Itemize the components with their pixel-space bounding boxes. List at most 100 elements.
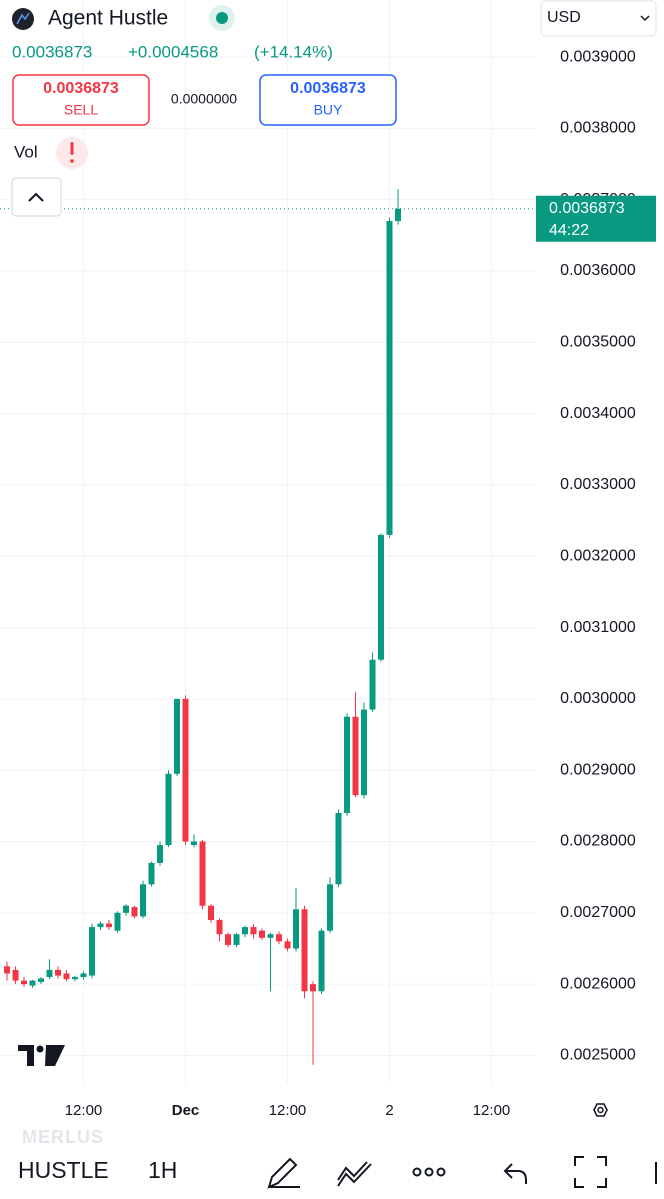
candle-body [352, 716, 359, 796]
indicators-tool[interactable] [337, 1161, 372, 1187]
candle-body [259, 930, 265, 938]
y-tick-label: 0.0029000 [560, 761, 636, 778]
y-tick-label: 0.0035000 [560, 334, 636, 351]
watermark: MERLUS [22, 1127, 104, 1147]
candle-body [72, 977, 78, 980]
candle-body [318, 930, 325, 992]
candle-body [97, 923, 104, 928]
candle-body [114, 912, 121, 931]
fullscreen[interactable] [574, 1156, 607, 1188]
y-tick-label: 0.0036000 [560, 262, 636, 279]
x-tick-label: 12:00 [269, 1102, 307, 1119]
candle-body [242, 927, 248, 935]
axis-settings[interactable] [593, 1103, 608, 1117]
candle-body [327, 884, 333, 931]
candle-body [4, 966, 10, 974]
candle-body [301, 909, 308, 992]
candle-body [46, 969, 53, 978]
footer-interval[interactable]: 1H [148, 1157, 177, 1183]
footer-symbol[interactable]: HUSTLE [18, 1157, 109, 1183]
collapse-chevron [28, 192, 44, 202]
tv-logo [18, 1045, 65, 1066]
tv-logo-t [18, 1045, 34, 1066]
candle-body [233, 934, 240, 945]
grid-layer [0, 0, 536, 1084]
candle-body [165, 773, 172, 846]
more-dot[interactable] [412, 1167, 422, 1177]
currency-select[interactable] [540, 0, 657, 37]
candle-body [106, 923, 112, 928]
price-change-pct: (+14.14%) [254, 42, 333, 61]
candle-body [63, 973, 70, 980]
candle-body [12, 969, 19, 981]
mark-layer [0, 188, 536, 1065]
sell-label: SELL [64, 102, 98, 118]
axis-layer: 0.00390000.00380000.00370000.00360000.00… [65, 48, 656, 1119]
last-price: 0.0036873 [12, 42, 92, 61]
tv-logo-dot [36, 1045, 44, 1053]
candle-body [284, 941, 291, 949]
currency-chevron [640, 15, 650, 22]
sell-price: 0.0036873 [43, 80, 119, 97]
candle-body [225, 934, 231, 945]
candle-body [386, 221, 393, 535]
candle-body [140, 884, 146, 917]
axis-settings-hole [597, 1106, 604, 1114]
y-tick-label: 0.0027000 [560, 904, 636, 921]
last-price-label: 0.0036873 [549, 200, 625, 217]
candle-body [250, 927, 257, 935]
candle-body [38, 978, 44, 983]
candle-body [369, 659, 376, 710]
sell-button[interactable] [12, 74, 150, 126]
undo[interactable] [503, 1163, 527, 1184]
y-tick-label: 0.0034000 [560, 405, 636, 422]
warning-glyph-dot [70, 159, 74, 163]
y-tick-label: 0.0026000 [560, 975, 636, 992]
y-tick-label: 0.0033000 [560, 476, 636, 493]
candle-body [174, 698, 180, 774]
more-dot [424, 1167, 434, 1177]
header: Agent Hustle USD 0.0036873 +0.0004568 (+… [11, 0, 657, 217]
logo-glyph [16, 12, 30, 25]
candle-body [199, 841, 206, 906]
candle-body [310, 984, 316, 992]
spread: 0.0000000 [171, 91, 237, 107]
indicator-name: Vol [14, 142, 38, 161]
x-tick-label: 12:00 [473, 1102, 511, 1119]
last-price-badge [536, 195, 656, 242]
candle-body [276, 934, 282, 942]
draw-tool[interactable] [267, 1157, 300, 1189]
candle-body [361, 709, 367, 796]
buy-label: BUY [314, 102, 343, 118]
candle-body [80, 973, 87, 978]
more-dot [436, 1167, 446, 1177]
symbol-logo [12, 8, 34, 30]
candle-body [29, 980, 36, 986]
candle-body [157, 845, 163, 863]
buy-price: 0.0036873 [290, 80, 366, 97]
buy-button[interactable] [259, 74, 397, 126]
candle-body [208, 905, 214, 920]
candle-body [148, 862, 155, 885]
warning-glyph [70, 142, 74, 155]
y-tick-label: 0.0039000 [560, 48, 636, 65]
y-tick-label: 0.0025000 [560, 1047, 636, 1064]
candle-body [123, 905, 129, 913]
candle-body [378, 534, 384, 660]
candle-body [21, 980, 27, 985]
candle-body [216, 919, 223, 935]
y-tick-label: 0.0038000 [560, 120, 636, 137]
y-tick-label: 0.0031000 [560, 619, 636, 636]
x-tick-label: Dec [172, 1102, 200, 1119]
y-tick-label: 0.0030000 [560, 690, 636, 707]
candle-body [89, 927, 95, 976]
candle-body [335, 813, 342, 885]
price-change: +0.0004568 [128, 42, 218, 61]
symbol-fade [106, 1155, 128, 1191]
footer: MERLUS HUSTLE 1H [18, 1127, 657, 1191]
candle-body [344, 716, 350, 813]
collapse-button[interactable] [11, 177, 62, 217]
x-tick-label: 2 [385, 1102, 393, 1119]
symbol-name: Agent Hustle [48, 7, 168, 30]
